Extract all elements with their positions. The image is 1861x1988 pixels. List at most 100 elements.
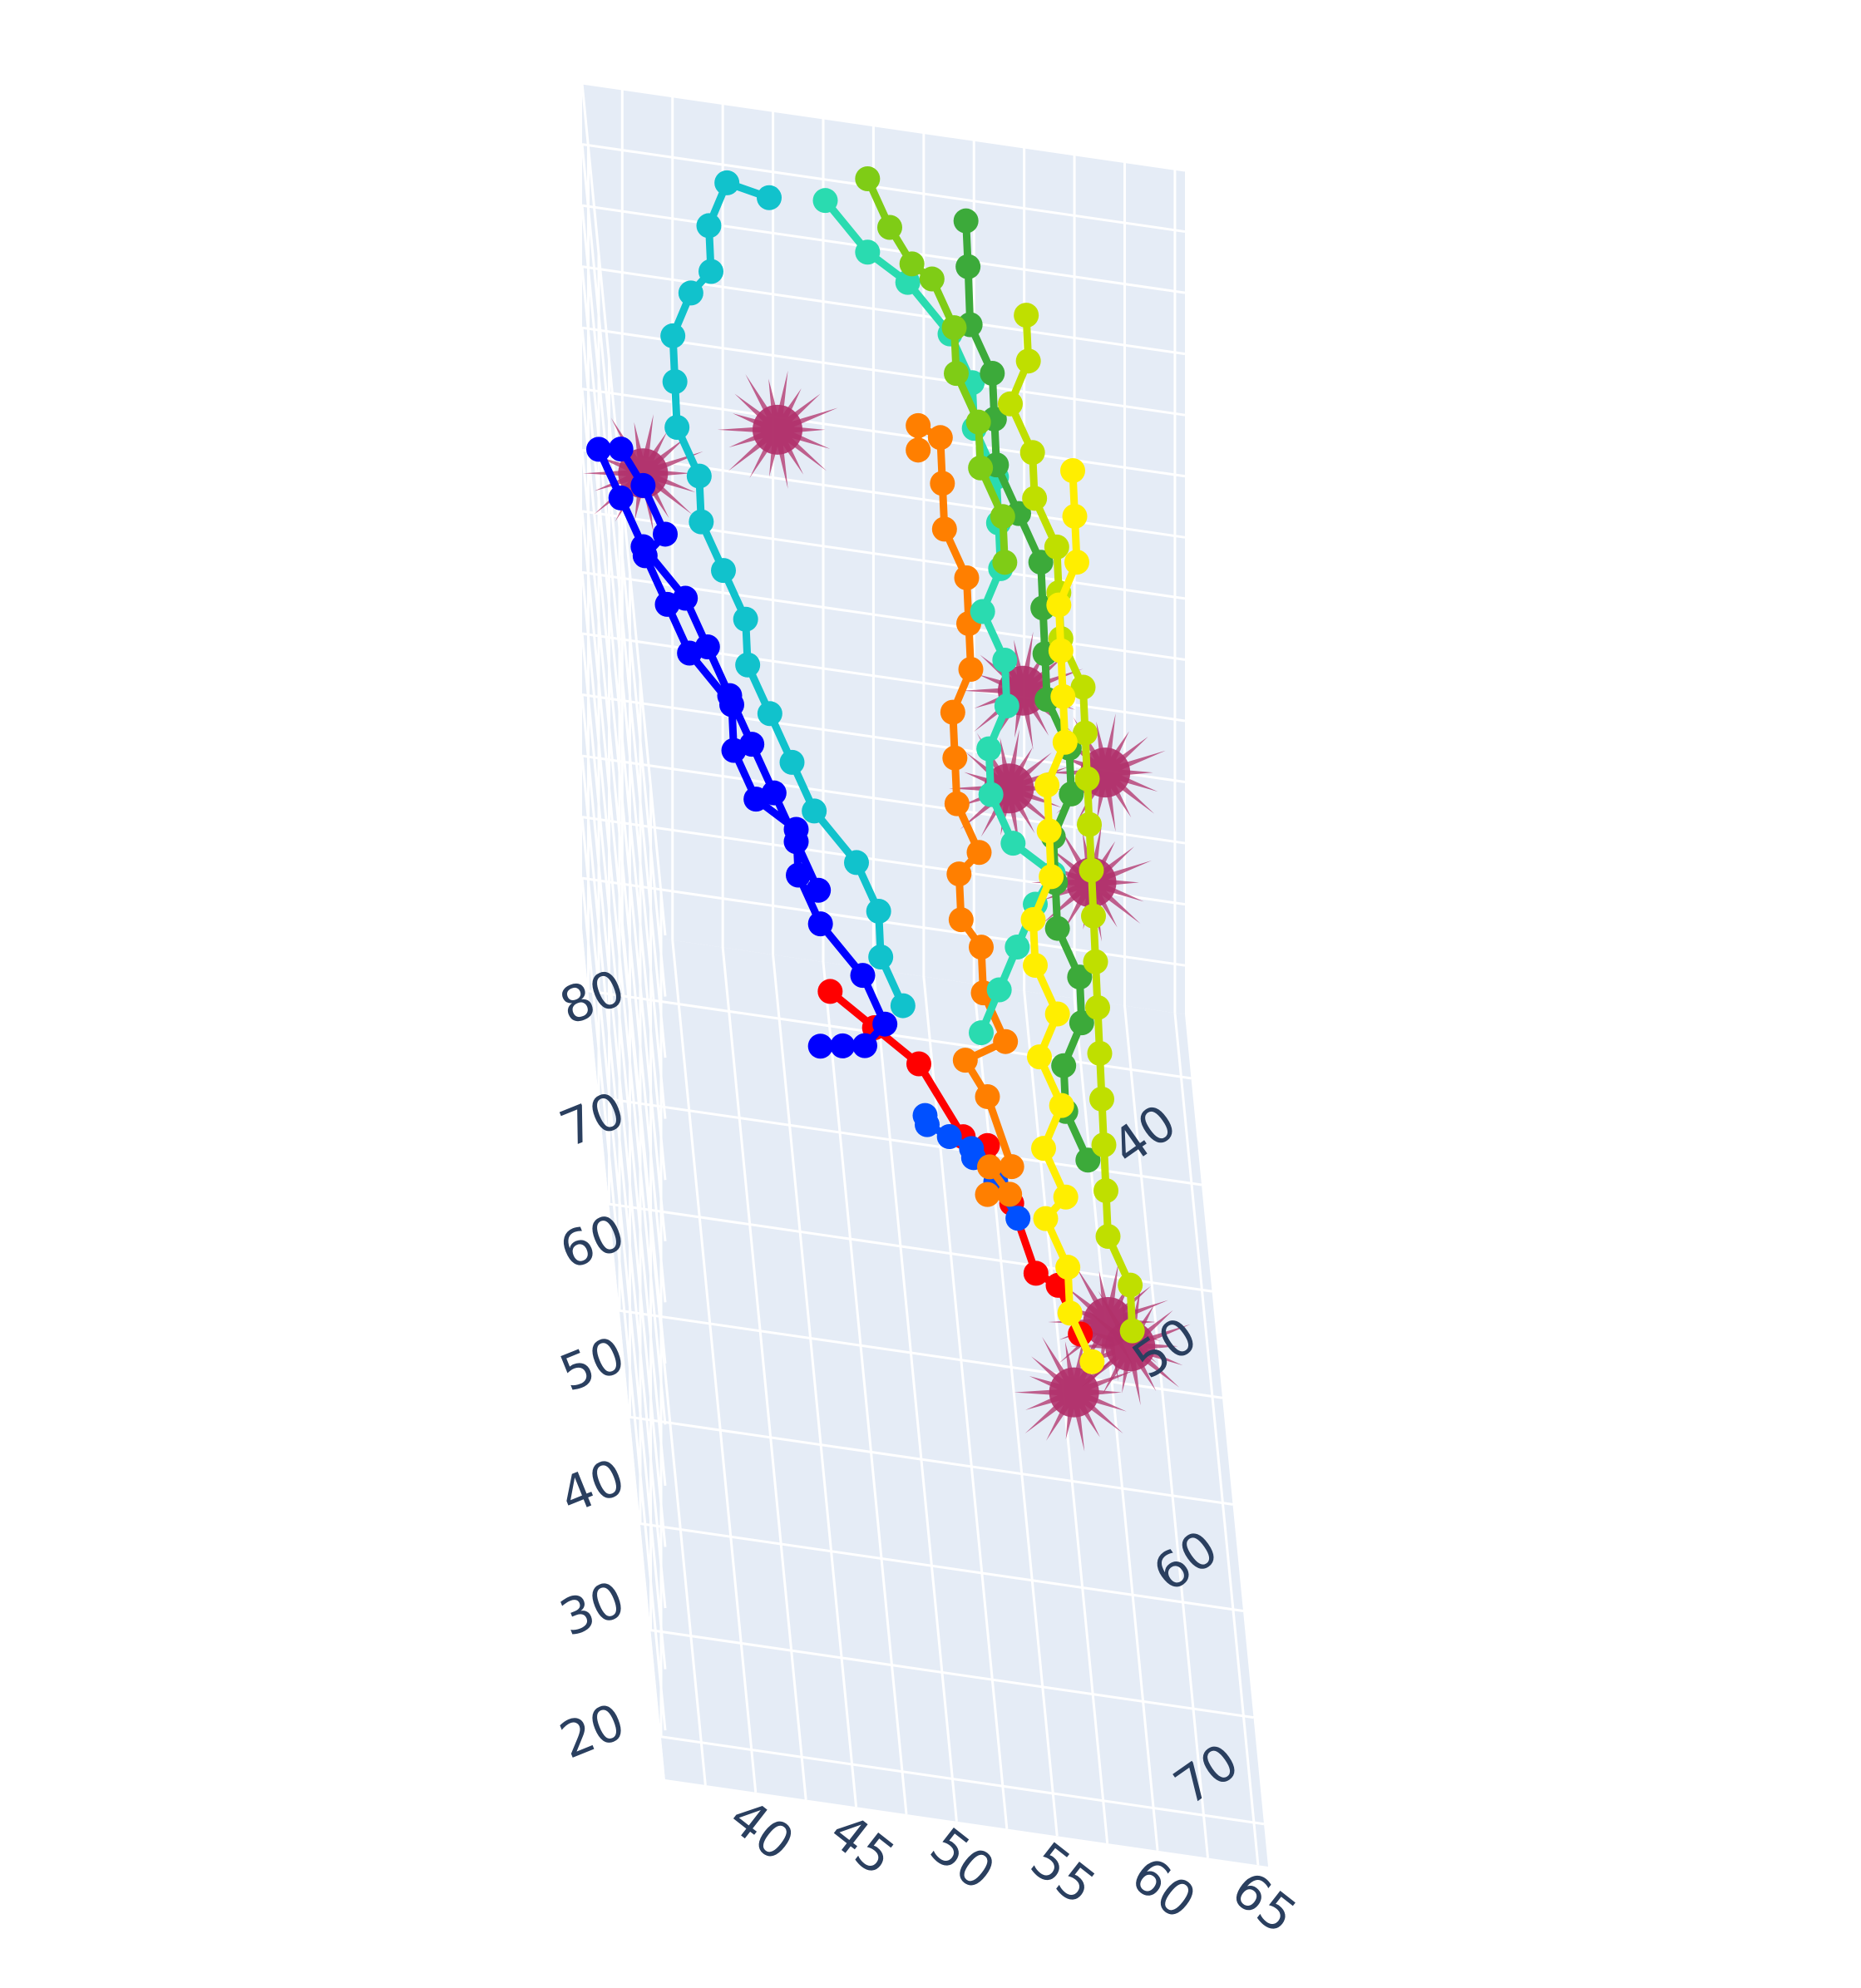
data-point [852,1033,877,1058]
data-point [895,269,921,295]
data-point [1050,683,1076,709]
gridline-x [650,1629,1254,1719]
data-point [653,521,678,547]
data-point [694,634,720,660]
gridline-y [1023,990,1109,1844]
gridline-z [581,81,1186,172]
series-traces [586,165,1145,1374]
y-tick-label: 40 [718,1788,804,1872]
data-point [942,745,968,771]
data-point [608,485,634,511]
z-tick-label: 30 [552,1571,633,1649]
data-point [844,850,869,876]
glyph-core [753,404,802,455]
data-point [1067,964,1093,990]
data-point [1039,864,1064,890]
data-point [944,791,970,816]
z-tick-label: 20 [552,1693,633,1771]
data-point [850,963,876,989]
data-point [664,415,690,441]
data-point [1022,486,1048,511]
data-point [915,1112,940,1137]
data-point [802,798,827,824]
data-point [717,683,743,708]
y-tick-label: 65 [1221,1861,1306,1946]
gridline-z [581,143,1186,234]
data-point [807,1033,833,1059]
gridlines [580,81,1265,1866]
data-point [1052,729,1078,755]
data-point [1089,1086,1114,1112]
data-point [1073,720,1098,746]
data-point [696,213,722,239]
data-point [952,1048,978,1073]
data-point [986,977,1012,1003]
data-point [993,1029,1019,1054]
data-point [1079,857,1104,883]
data-point [1048,638,1074,663]
data-point [735,652,761,678]
data-point [739,732,765,757]
data-point [1070,674,1096,700]
data-point [807,911,833,937]
gridline-x [639,1522,1244,1612]
data-point [1060,457,1085,483]
data-point [930,471,955,496]
data-point [948,907,974,933]
data-point [1118,1272,1143,1298]
data-point [999,1154,1024,1180]
data-point [817,979,843,1004]
data-point [1051,1053,1077,1078]
data-point [689,509,714,535]
data-point [1081,903,1106,929]
gridline-y [871,969,958,1822]
data-point [1087,1040,1113,1066]
data-point [1005,934,1030,959]
y-tick-label: 45 [819,1803,905,1887]
data-point [997,1181,1023,1207]
data-point [1044,1001,1070,1027]
data-point [927,425,953,451]
data-point [630,534,656,560]
z-tick-label: 40 [552,1448,633,1527]
gridline-z [581,265,1186,356]
data-point [830,1033,856,1058]
data-point [786,862,811,888]
data-point [958,657,984,683]
data-point [1083,949,1108,974]
gridline-x [629,1415,1233,1506]
data-point [678,280,703,306]
data-point [1055,1255,1081,1280]
gridline-x [619,1309,1223,1399]
data-point [954,565,980,590]
data-point [586,437,611,462]
data-point [783,829,809,855]
data-point [969,935,994,960]
data-point [1095,1224,1121,1250]
data-point [890,993,916,1019]
data-point [1074,766,1100,792]
data-point [779,749,805,775]
data-point [1028,550,1054,575]
data-point [660,323,686,348]
data-point [1053,1184,1079,1210]
data-point [698,259,723,284]
data-point [1057,1300,1083,1326]
data-point [966,840,992,866]
data-point [757,185,782,210]
gridline-x [598,1096,1202,1186]
data-point [992,648,1018,673]
data-point [969,1020,994,1046]
data-point [733,606,758,632]
data-point [866,898,891,924]
data-point [1014,303,1039,328]
series-line [864,177,1009,563]
data-point [976,736,1002,762]
gridline-y [721,947,807,1800]
gridline-y [620,932,707,1786]
gridline-y [671,940,758,1793]
gridline-z [581,387,1186,478]
glyph-core [1049,1367,1099,1418]
data-point [761,780,787,806]
gridline-y [1073,998,1159,1851]
